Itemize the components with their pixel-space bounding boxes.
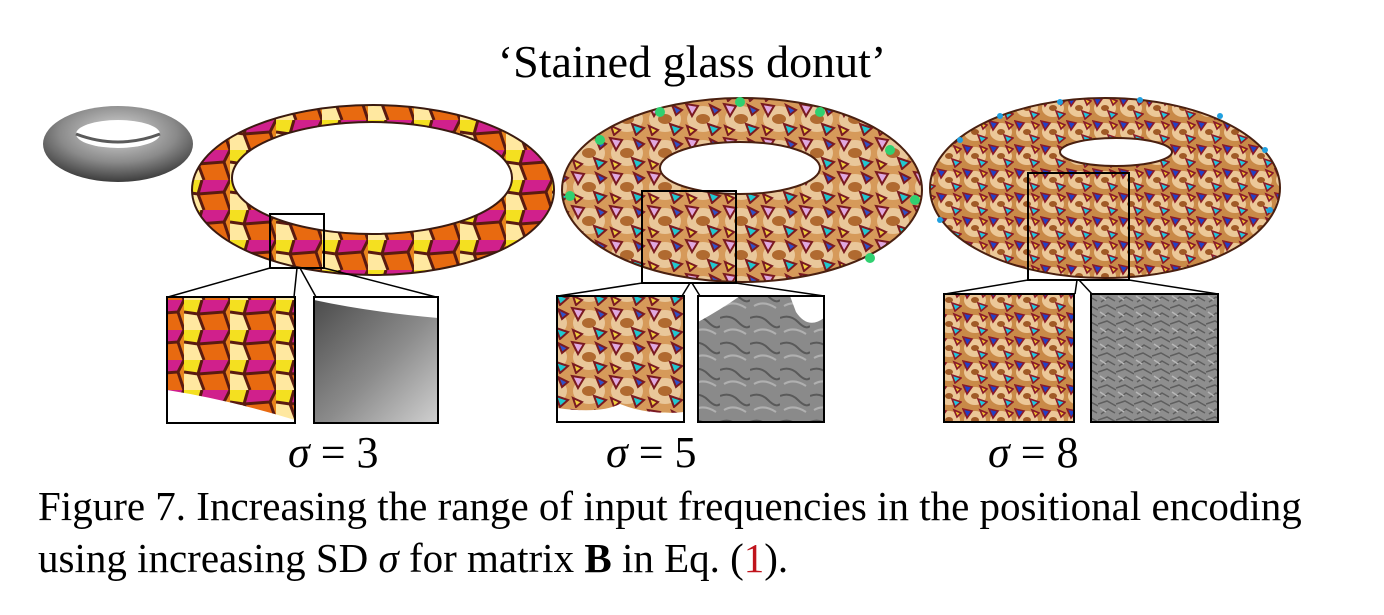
sigma-label-5: σ = 5 [606,428,697,478]
sigma-symbol: σ [288,428,310,477]
caption-sigma: σ [378,535,399,581]
caption-text: Figure 7. Increasing the range of input … [38,483,1302,581]
plain-torus-icon [43,106,193,182]
caption-text: ). [764,535,789,581]
inset-geometry-8 [1090,293,1219,423]
sigma-equals: = [1020,428,1046,477]
figure-caption: Figure 7. Increasing the range of input … [38,480,1358,584]
inset-texture-8 [943,293,1075,423]
figure-title: ‘Stained glass donut’ [497,36,887,87]
sigma-symbol: σ [988,428,1010,477]
caption-text: for matrix [398,535,585,581]
donut-sigma-8 [928,97,1282,295]
sigma-equals: = [320,428,346,477]
donut-sigma-3 [167,104,556,298]
sigma-value: 5 [674,428,697,477]
sigma-equals: = [638,428,664,477]
inset-geometry-5 [697,295,825,423]
sigma-label-3: σ = 3 [288,428,379,478]
sigma-label-8: σ = 8 [988,428,1079,478]
caption-text: in Eq. ( [611,535,744,581]
inset-geometry-3 [313,296,439,424]
sigma-value: 3 [356,428,379,477]
sigma-value: 8 [1056,428,1079,477]
caption-matrix: B [584,535,612,581]
equation-reference-link[interactable]: 1 [743,535,765,581]
donut-sigma-5 [557,97,924,297]
inset-texture-5 [556,295,685,423]
zoom-box-5 [641,190,737,284]
zoom-box-8 [1027,172,1130,281]
sigma-symbol: σ [606,428,628,477]
inset-texture-3 [166,296,296,424]
